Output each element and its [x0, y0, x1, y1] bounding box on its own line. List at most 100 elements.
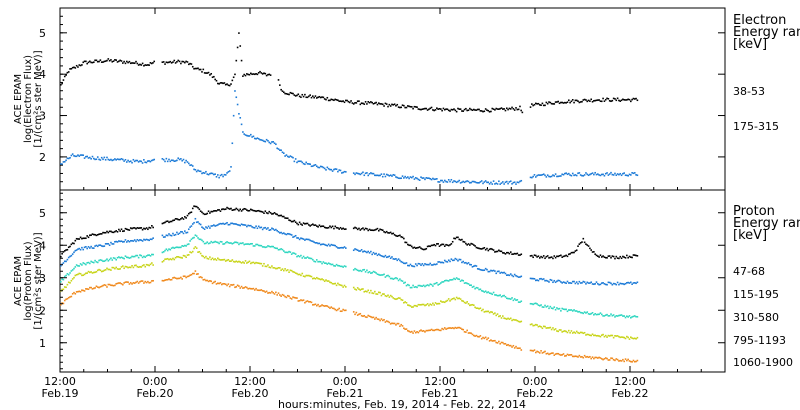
proton-point	[104, 284, 107, 287]
proton-point	[108, 258, 111, 261]
electron-point	[191, 65, 194, 68]
proton-point	[430, 283, 433, 286]
proton-point	[462, 279, 465, 282]
proton-point	[597, 283, 599, 285]
proton-point	[499, 342, 501, 345]
proton-point	[393, 258, 396, 260]
proton-point	[78, 247, 81, 250]
proton-point	[319, 278, 322, 281]
electron-point	[153, 158, 156, 161]
proton-point	[399, 297, 401, 299]
electron-point	[67, 71, 70, 73]
proton-point	[313, 241, 315, 243]
proton-point	[469, 284, 471, 287]
electron-point	[370, 101, 372, 103]
proton-point	[251, 209, 253, 211]
proton-point	[201, 254, 203, 257]
proton-point	[512, 344, 515, 347]
xtick-date-label: Feb.21	[327, 387, 364, 400]
proton-point	[219, 210, 222, 212]
proton-point	[114, 230, 116, 233]
electron-point	[626, 99, 628, 101]
electron-point	[194, 67, 197, 70]
proton-point	[575, 281, 578, 283]
proton-point	[366, 290, 368, 293]
proton-point	[312, 223, 314, 226]
electron-point	[122, 158, 124, 161]
proton-point	[441, 301, 443, 303]
electron-point	[499, 183, 501, 185]
proton-point	[135, 281, 137, 284]
proton-point	[519, 347, 521, 349]
electron-point	[236, 46, 239, 49]
electron-point	[400, 177, 403, 180]
proton-point	[455, 277, 458, 279]
electron-point	[265, 74, 268, 77]
proton-point	[260, 262, 263, 265]
electron-point	[227, 84, 230, 87]
proton-point	[306, 300, 309, 302]
proton-point	[409, 331, 412, 333]
proton-point	[475, 246, 478, 249]
proton-point	[214, 280, 216, 283]
proton-point	[462, 260, 465, 263]
electron-point	[230, 83, 232, 85]
electron-point	[628, 98, 631, 101]
proton-point	[630, 316, 632, 319]
proton-point	[434, 329, 437, 331]
electron-point	[290, 92, 293, 95]
proton-point	[374, 290, 376, 293]
proton-point	[531, 303, 533, 305]
proton-point	[326, 280, 329, 282]
electron-point	[582, 99, 585, 101]
proton-point	[538, 304, 541, 307]
proton-point	[595, 254, 598, 257]
proton-point	[215, 241, 218, 243]
proton-point	[71, 269, 74, 271]
proton-point	[619, 255, 622, 258]
proton-point	[405, 262, 408, 264]
electron-point	[129, 62, 132, 65]
proton-point	[195, 235, 198, 237]
electron-point	[500, 182, 503, 184]
proton-point	[434, 302, 437, 304]
proton-point	[75, 264, 78, 266]
proton-point	[165, 234, 168, 237]
electron-point	[515, 107, 517, 109]
proton-point	[517, 347, 520, 350]
proton-point	[172, 246, 174, 249]
proton-point	[366, 316, 368, 319]
proton-point	[496, 294, 499, 297]
proton-point	[560, 310, 562, 312]
electron-point	[446, 108, 449, 111]
electron-point	[71, 66, 74, 69]
proton-point	[532, 350, 534, 352]
proton-point	[433, 283, 436, 285]
proton-point	[585, 312, 587, 314]
electron-point	[122, 62, 124, 64]
electron-point	[487, 109, 490, 112]
proton-point	[220, 208, 223, 211]
electron-point	[536, 174, 538, 177]
proton-point	[191, 250, 194, 253]
electron-point	[554, 101, 557, 103]
proton-point	[202, 255, 205, 258]
proton-point	[71, 278, 74, 280]
proton-point	[453, 327, 455, 330]
proton-point	[286, 294, 289, 297]
electron-point	[228, 170, 231, 172]
proton-point	[502, 341, 504, 344]
proton-point	[306, 238, 309, 241]
electron-point	[177, 59, 180, 62]
electron-point	[600, 100, 603, 103]
proton-point	[323, 280, 326, 283]
electron-point	[119, 158, 121, 161]
proton-point	[509, 251, 512, 253]
proton-point	[364, 227, 367, 230]
proton-point	[120, 256, 123, 259]
proton-point	[401, 325, 404, 327]
proton-point	[358, 227, 360, 230]
proton-point	[227, 241, 230, 244]
proton-point	[269, 266, 272, 269]
electron-point	[619, 172, 622, 175]
